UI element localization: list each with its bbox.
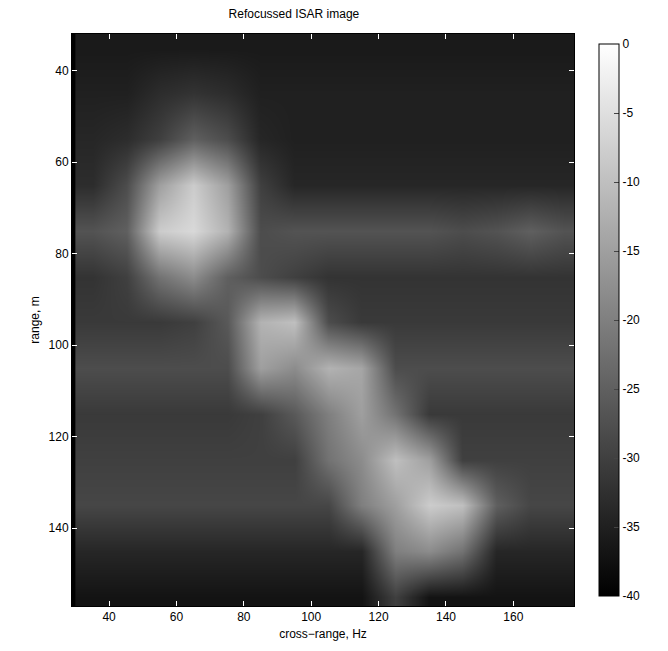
svg-text:-20: -20 [622,313,640,327]
svg-text:-15: -15 [622,244,640,258]
svg-text:80: 80 [55,247,69,261]
svg-text:40: 40 [102,610,116,624]
svg-text:160: 160 [503,610,523,624]
svg-text:-40: -40 [622,589,640,603]
svg-text:-5: -5 [622,106,633,120]
svg-text:120: 120 [369,610,389,624]
svg-text:140: 140 [49,521,69,535]
svg-text:100: 100 [49,338,69,352]
svg-text:100: 100 [301,610,321,624]
svg-text:-30: -30 [622,451,640,465]
svg-text:-25: -25 [622,382,640,396]
svg-text:140: 140 [436,610,456,624]
svg-text:40: 40 [55,64,69,78]
svg-text:-35: -35 [622,520,640,534]
svg-text:60: 60 [55,155,69,169]
svg-text:120: 120 [49,430,69,444]
svg-text:60: 60 [170,610,184,624]
svg-text:0: 0 [622,37,629,51]
svg-text:Refocussed ISAR image: Refocussed ISAR image [229,7,360,21]
svg-text:-10: -10 [622,175,640,189]
svg-text:cross−range, Hz: cross−range, Hz [279,627,367,641]
svg-text:range, m: range, m [28,296,42,343]
svg-text:80: 80 [237,610,251,624]
